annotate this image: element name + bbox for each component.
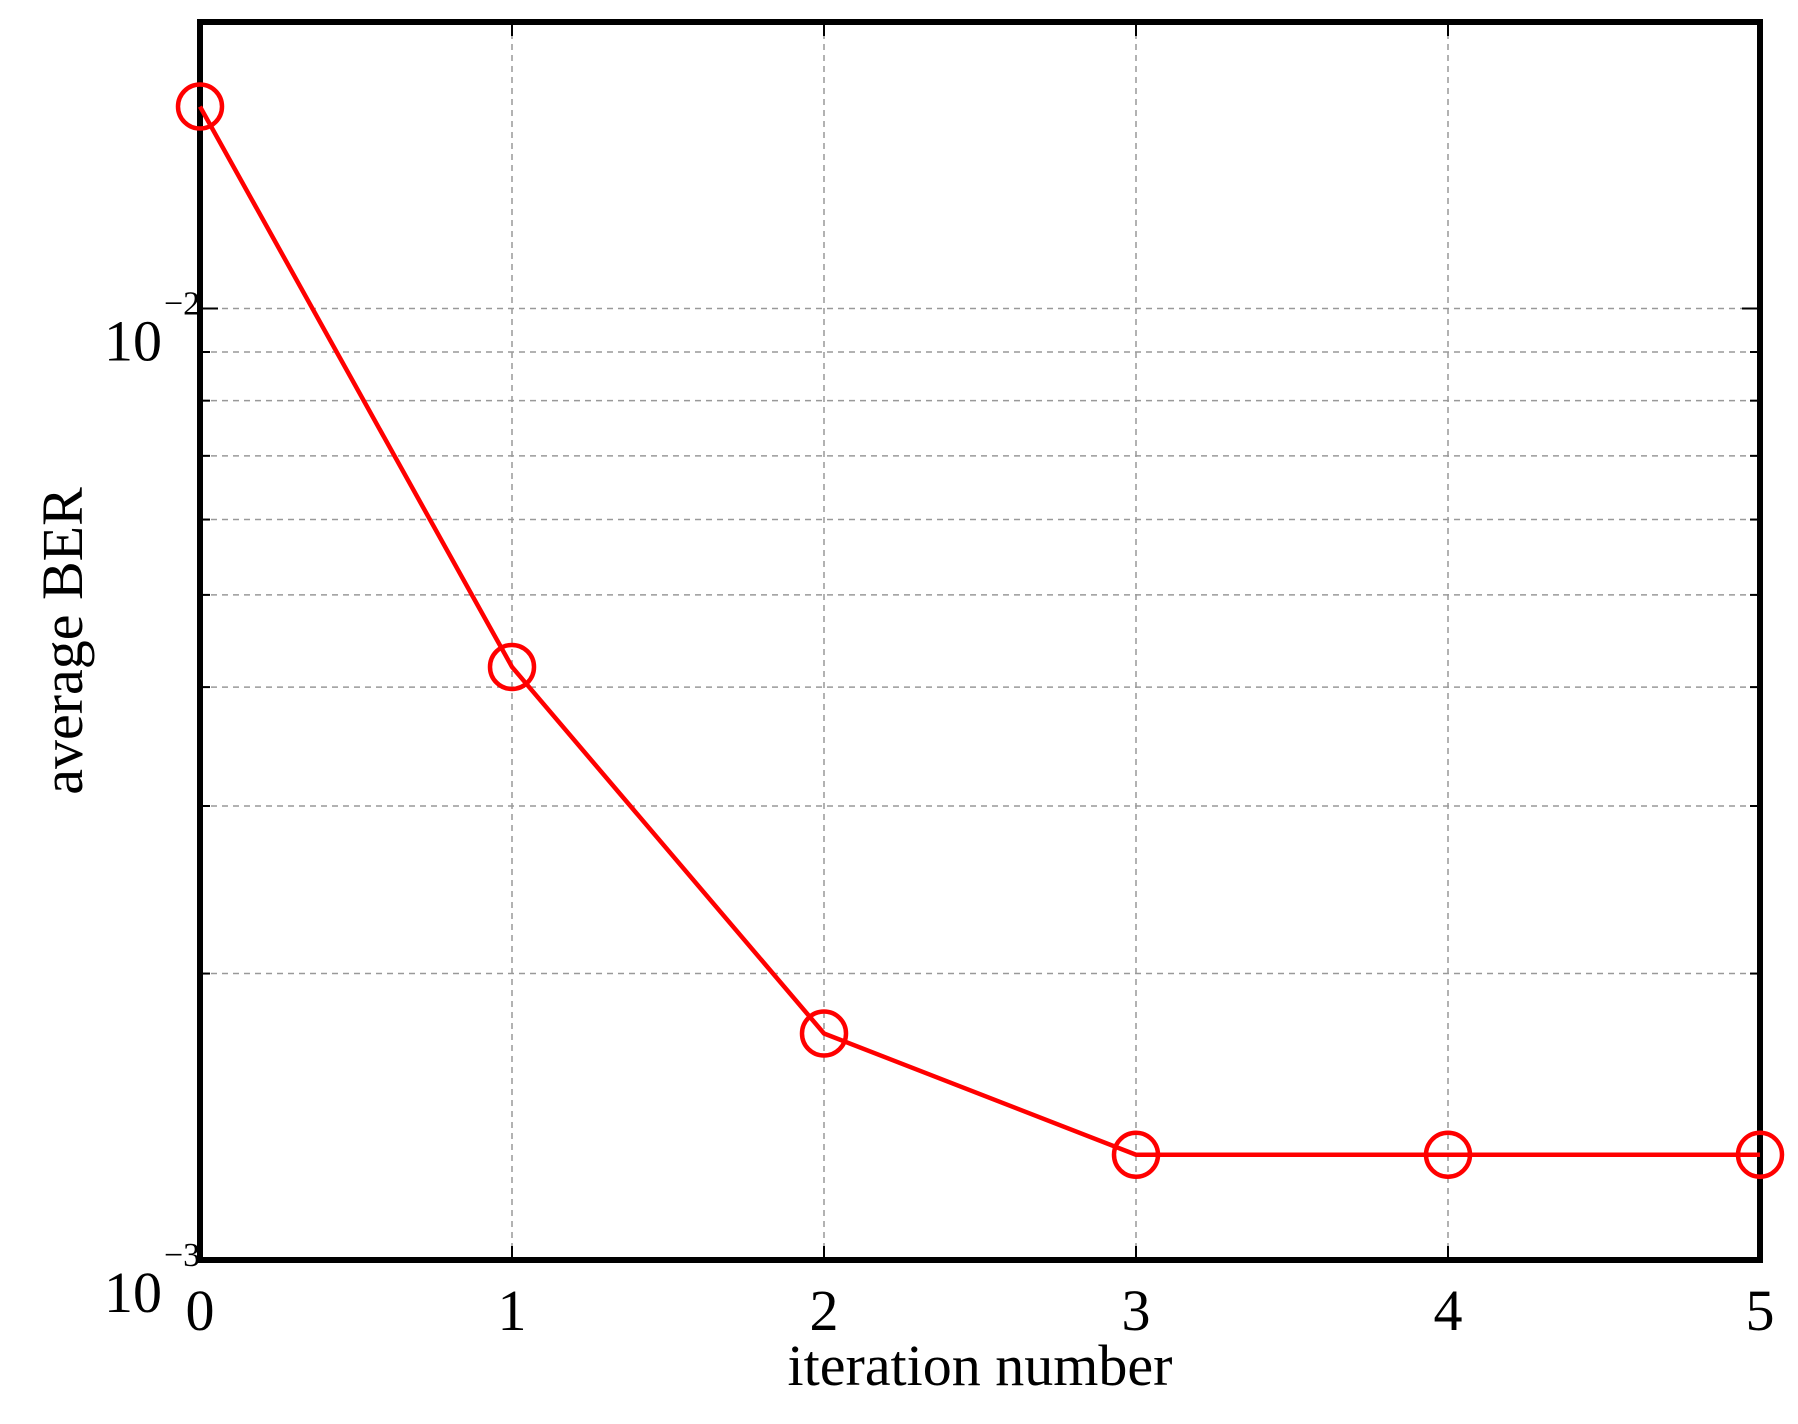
plot-frame [197,19,1763,1263]
y-tick-label-exponent-0: −3 [164,1237,200,1274]
x-tick-label-1: 1 [498,1278,527,1343]
data-point-0-3 [1111,1130,1161,1180]
x-tick-label-3: 3 [1122,1278,1151,1343]
data-point-0-1 [487,642,537,692]
grid-lines [200,22,1760,1260]
tick-labels: 0 1 2 3 4 510−310−2 [104,285,1775,1343]
x-tick-label-4: 4 [1434,1278,1463,1343]
data-point-0-0 [175,82,225,131]
x-tick-label-0: 0 [186,1278,215,1343]
y-tick-label-base-1: 10 [104,308,162,373]
data-point-0-2 [799,1009,849,1058]
y-tick-label-base-0: 10 [104,1260,162,1325]
axes-box [197,19,1763,1263]
data-point-0-5 [1735,1130,1785,1180]
series-lines [175,82,1785,1180]
data-point-0-4 [1423,1130,1473,1180]
y-tick-label-exponent-1: −2 [164,285,200,322]
y-axis-label: average BER [30,487,95,795]
series-line-0 [198,105,1760,1158]
x-tick-label-2: 2 [810,1278,839,1343]
x-axis-label: iteration number [788,1333,1173,1398]
x-tick-label-5: 5 [1746,1278,1775,1343]
